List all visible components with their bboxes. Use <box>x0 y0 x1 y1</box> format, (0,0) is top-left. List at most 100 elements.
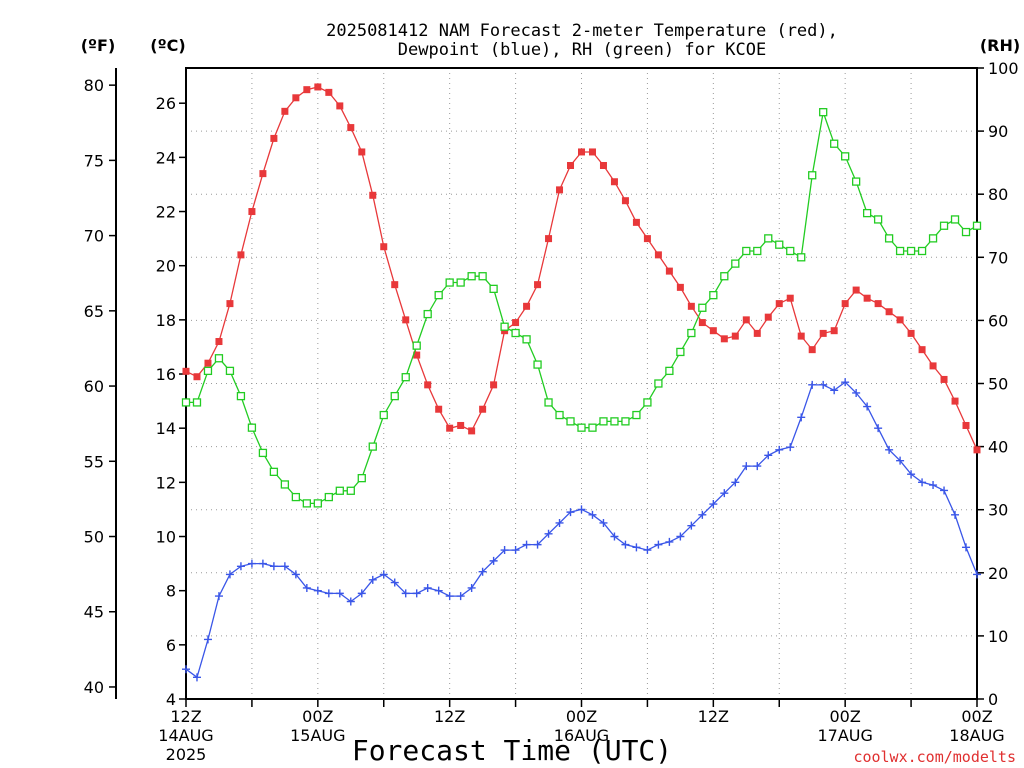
dewpoint-point <box>808 380 817 389</box>
temperature-point <box>621 197 629 205</box>
rh-point <box>434 291 443 300</box>
temperature-point <box>193 373 201 381</box>
rh-point <box>906 246 916 256</box>
temperature-point <box>369 191 377 199</box>
rh-point <box>808 171 817 180</box>
rh-point <box>841 152 850 161</box>
rh-point <box>225 366 235 376</box>
rh-point <box>862 208 872 218</box>
rh-series <box>181 108 982 508</box>
rh-point <box>247 423 257 432</box>
rh-point <box>214 354 224 363</box>
fahrenheit-unit-label: (ºF) <box>81 36 116 55</box>
fahrenheit-tick-label: 75 <box>84 151 104 170</box>
temperature-point <box>578 148 585 156</box>
rh-point <box>456 278 465 287</box>
dewpoint-point <box>379 570 388 579</box>
dewpoint-point <box>412 589 421 598</box>
dewpoint-point <box>401 589 410 598</box>
dewpoint-point <box>797 413 806 422</box>
rh-point <box>412 341 421 350</box>
temperature-point <box>413 351 421 359</box>
dewpoint-point <box>511 546 520 555</box>
rh-point <box>313 499 322 508</box>
temperature-point <box>742 316 750 324</box>
temperature-point <box>270 134 278 142</box>
dewpoint-point <box>577 505 586 514</box>
dewpoint-point <box>731 478 740 487</box>
rh-point <box>467 272 476 281</box>
fahrenheit-tick-label: 65 <box>84 302 104 321</box>
rh-point <box>379 410 388 420</box>
rh-point <box>599 417 608 426</box>
dewpoint-point <box>423 583 432 592</box>
rh-point <box>720 272 729 281</box>
rh-point <box>830 139 839 148</box>
dewpoint-point <box>269 562 278 571</box>
dewpoint-point <box>258 559 267 568</box>
temperature-point <box>435 405 443 413</box>
temperature-point <box>753 329 761 337</box>
chart-title-line1: 2025081412 NAM Forecast 2-meter Temperat… <box>326 21 838 41</box>
celsius-tick-label: 20 <box>156 257 176 276</box>
fahrenheit-tick-label: 40 <box>84 678 104 697</box>
dewpoint-point <box>247 559 256 568</box>
temperature-point <box>237 251 245 259</box>
rh-point <box>577 423 586 432</box>
celsius-tick-label: 22 <box>156 203 176 222</box>
temperature-point <box>885 308 893 316</box>
temperature-point <box>182 367 190 375</box>
rh-point <box>928 234 938 243</box>
grid-lines <box>186 68 977 699</box>
series-layer <box>181 83 982 682</box>
time-tick-label: 12Z <box>170 707 201 726</box>
celsius-tick-label: 12 <box>156 473 176 492</box>
rh-point <box>445 278 454 287</box>
temperature-point <box>819 329 827 337</box>
celsius-unit-label: (ºC) <box>150 36 185 55</box>
time-tick-label: 12Z <box>434 707 465 726</box>
rh-tick-label: 0 <box>988 690 998 709</box>
rh-point <box>522 335 531 344</box>
temperature-point <box>709 327 717 335</box>
dewpoint-point <box>313 586 322 595</box>
celsius-tick-label: 24 <box>156 148 176 167</box>
temperature-point <box>226 300 234 308</box>
time-tick-label: 00Z <box>302 707 333 726</box>
fahrenheit-tick-label: 70 <box>84 227 104 246</box>
fahrenheit-axis: 40 45 50 55 60 65 70 75 80 <box>84 76 116 697</box>
dewpoint-point <box>280 562 289 571</box>
dewpoint-point <box>357 589 366 598</box>
celsius-tick-label: 6 <box>166 636 176 655</box>
temperature-point <box>940 375 948 383</box>
rh-point <box>632 410 641 420</box>
temperature-point <box>830 327 838 335</box>
chart-title-line2: Dewpoint (blue), RH (green) for KCOE <box>398 40 766 60</box>
time-tick-date: 14AUG <box>158 726 213 745</box>
dewpoint-point <box>643 546 652 555</box>
rh-point <box>775 240 784 249</box>
dewpoint-series <box>182 378 981 682</box>
temperature-point <box>303 86 311 94</box>
temperature-point <box>556 186 564 194</box>
fahrenheit-tick-label: 45 <box>84 603 104 622</box>
rh-point <box>742 246 751 256</box>
dewpoint-point <box>203 635 212 644</box>
rh-point <box>280 480 290 489</box>
rh-point <box>236 391 246 401</box>
temperature-point <box>534 281 542 289</box>
dewpoint-point <box>324 589 333 598</box>
rh-point <box>302 499 311 508</box>
rh-tick-label: 20 <box>988 564 1008 583</box>
dewpoint-point <box>610 532 619 541</box>
temperature-point <box>720 335 728 343</box>
dewpoint-point <box>489 556 498 565</box>
rh-point <box>797 253 806 262</box>
celsius-tick-label: 16 <box>156 365 176 384</box>
temperature-point <box>523 302 531 310</box>
temperature-point <box>347 124 355 132</box>
dewpoint-point <box>478 567 487 576</box>
rh-point <box>357 473 366 483</box>
dewpoint-point <box>291 570 300 579</box>
